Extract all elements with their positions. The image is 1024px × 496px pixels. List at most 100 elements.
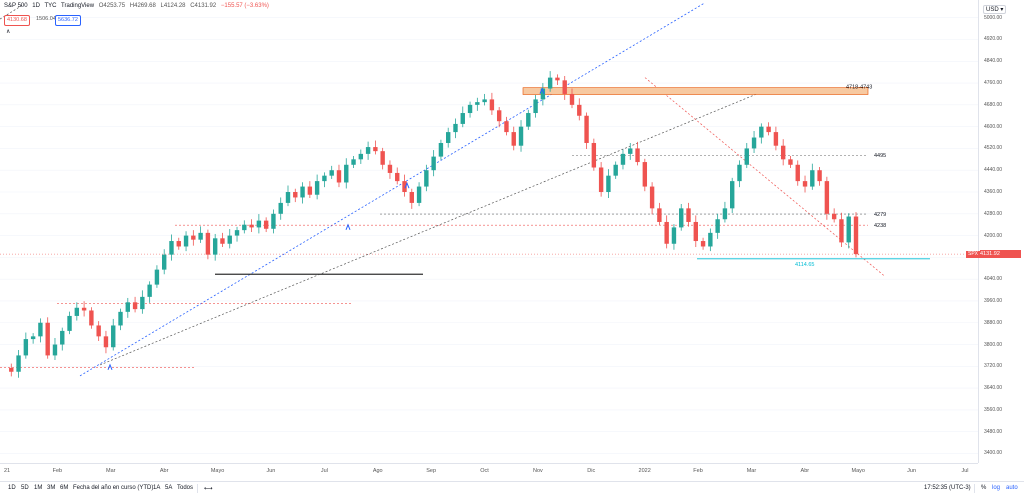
- price-tick-label: 3880.00: [984, 319, 1003, 326]
- level-label-4495: 4495: [874, 153, 886, 159]
- candle-body: [322, 175, 327, 182]
- range-1m-button[interactable]: 1M: [34, 485, 43, 491]
- marker-arrow-icon: [404, 181, 410, 189]
- time-tick-label: 2022: [638, 468, 651, 474]
- candle-body: [103, 336, 109, 348]
- marker-arrow-icon: [539, 87, 545, 94]
- candle-body: [278, 202, 283, 214]
- last-price-label: 4131.92: [980, 250, 1021, 259]
- price-tick-label: 4840.00: [984, 58, 1003, 65]
- price-tick-label: 3800.00: [984, 341, 1003, 348]
- candle-body: [344, 164, 349, 183]
- legend-symbol[interactable]: S&P 500: [4, 3, 28, 9]
- price-tick-label: 3400.00: [984, 450, 1003, 457]
- price-tick-label: 3720.00: [984, 363, 1003, 370]
- candle-body: [817, 170, 822, 182]
- range-6m-button[interactable]: 6M: [60, 485, 69, 491]
- price-chart[interactable]: 4718-4743 4495 4279 4238 4114.65: [0, 0, 978, 463]
- candle-body: [722, 208, 728, 220]
- candle-body: [183, 235, 189, 247]
- level-label-4238: 4238: [874, 223, 886, 229]
- candle-body: [89, 310, 94, 326]
- candle-body: [154, 269, 160, 285]
- candle-body: [606, 175, 611, 193]
- candle-body: [373, 147, 378, 152]
- candle-body: [256, 220, 262, 228]
- candle-body: [23, 339, 29, 356]
- toolbar-separator: [974, 484, 975, 493]
- range-1d-button[interactable]: 1D: [8, 485, 16, 491]
- range-5d-button[interactable]: 5D: [21, 485, 29, 491]
- zone-label: 4718-4743: [846, 85, 872, 91]
- range-all-button[interactable]: Todos: [177, 485, 194, 491]
- legend-source: TradingView: [61, 3, 95, 9]
- time-tick-label: Nov: [532, 468, 543, 474]
- time-tick-label: Jul: [320, 468, 328, 474]
- candle-body: [30, 336, 36, 340]
- candle-body: [635, 148, 640, 163]
- goto-date-icon[interactable]: ⟷: [204, 486, 213, 492]
- candle-body: [846, 216, 851, 243]
- price-tick-label: 5000.00: [984, 14, 1003, 21]
- candle-body: [314, 181, 320, 195]
- candle-body: [380, 151, 385, 165]
- candle-body: [329, 170, 334, 176]
- candle-body: [307, 186, 313, 195]
- candle-body: [81, 307, 87, 311]
- candle-body: [810, 170, 815, 187]
- candle-body: [67, 315, 72, 331]
- candle-body: [511, 132, 516, 146]
- price-tick-label: 4440.00: [984, 167, 1003, 174]
- time-tick-label: Mayo: [210, 468, 225, 474]
- candle-body: [664, 221, 669, 244]
- percent-scale-button[interactable]: %: [981, 485, 987, 491]
- candle-body: [438, 142, 444, 157]
- buy-price-button[interactable]: 5636.72: [55, 15, 81, 26]
- spread-value: 1506.04: [36, 16, 56, 22]
- auto-scale-button[interactable]: auto: [1006, 485, 1018, 491]
- candle-body: [220, 238, 225, 244]
- sell-price-button[interactable]: 4130.68: [4, 15, 30, 26]
- candle-body: [628, 148, 633, 154]
- candle-body: [759, 126, 764, 138]
- time-tick-label: Jun: [266, 468, 276, 474]
- candle-body: [60, 330, 65, 345]
- candle-body: [446, 132, 451, 143]
- candle-body: [409, 192, 414, 203]
- marker-arrow-icon: [345, 223, 351, 231]
- chart-area[interactable]: 4718-4743 4495 4279 4238 4114.65 S&P 500 1D …: [0, 0, 978, 463]
- candle-body: [176, 241, 181, 247]
- legend-change: −155.57 (−3.63%): [220, 3, 269, 9]
- currency-selector[interactable]: USD ▾: [983, 5, 1007, 14]
- candle-body: [16, 355, 21, 372]
- time-axis[interactable]: 21 Feb Mar Abr Mayo Jun Jul Ago Sep Oct Nov Dic 2022…: [0, 463, 978, 482]
- range-5y-button[interactable]: 5A: [165, 485, 173, 491]
- candle-body: [715, 219, 720, 233]
- legend-interval[interactable]: 1D: [32, 3, 40, 9]
- collapse-chevron-icon[interactable]: ∧: [6, 29, 11, 35]
- candle-body: [38, 322, 43, 337]
- clock-time[interactable]: 17:52:35 (UTC-3): [924, 485, 971, 491]
- time-tick-label: Jul: [961, 468, 969, 474]
- range-3m-button[interactable]: 3M: [47, 485, 56, 491]
- symbol-legend: S&P 500 1D TYC TradingView O4253.75 H426…: [4, 3, 272, 9]
- candle-body: [118, 311, 123, 326]
- candle-body: [577, 104, 582, 116]
- time-tick-label: Oct: [480, 468, 489, 474]
- price-tick-label: 4920.00: [984, 36, 1003, 43]
- range-ytd-button[interactable]: Fecha del año en curso (YTD): [73, 485, 154, 491]
- candle-body: [853, 216, 859, 255]
- price-axis[interactable]: USD ▾ 5000.00 4920.00 4840.00 4760.00 4680.0…: [978, 0, 1024, 463]
- legend-close: C4131.92: [190, 3, 217, 9]
- time-tick-label: Feb: [52, 468, 63, 474]
- range-1y-button[interactable]: 1A: [153, 485, 161, 491]
- symbol-tag: SPX: [966, 250, 981, 258]
- support-label: 4114.65: [795, 262, 814, 268]
- price-tick-label: 3640.00: [984, 385, 1003, 392]
- log-scale-button[interactable]: log: [992, 485, 1001, 491]
- candle-body: [642, 162, 648, 187]
- candle-body: [249, 224, 254, 228]
- candle-body: [584, 115, 589, 143]
- candle-body: [358, 153, 364, 160]
- candle-body: [132, 302, 138, 310]
